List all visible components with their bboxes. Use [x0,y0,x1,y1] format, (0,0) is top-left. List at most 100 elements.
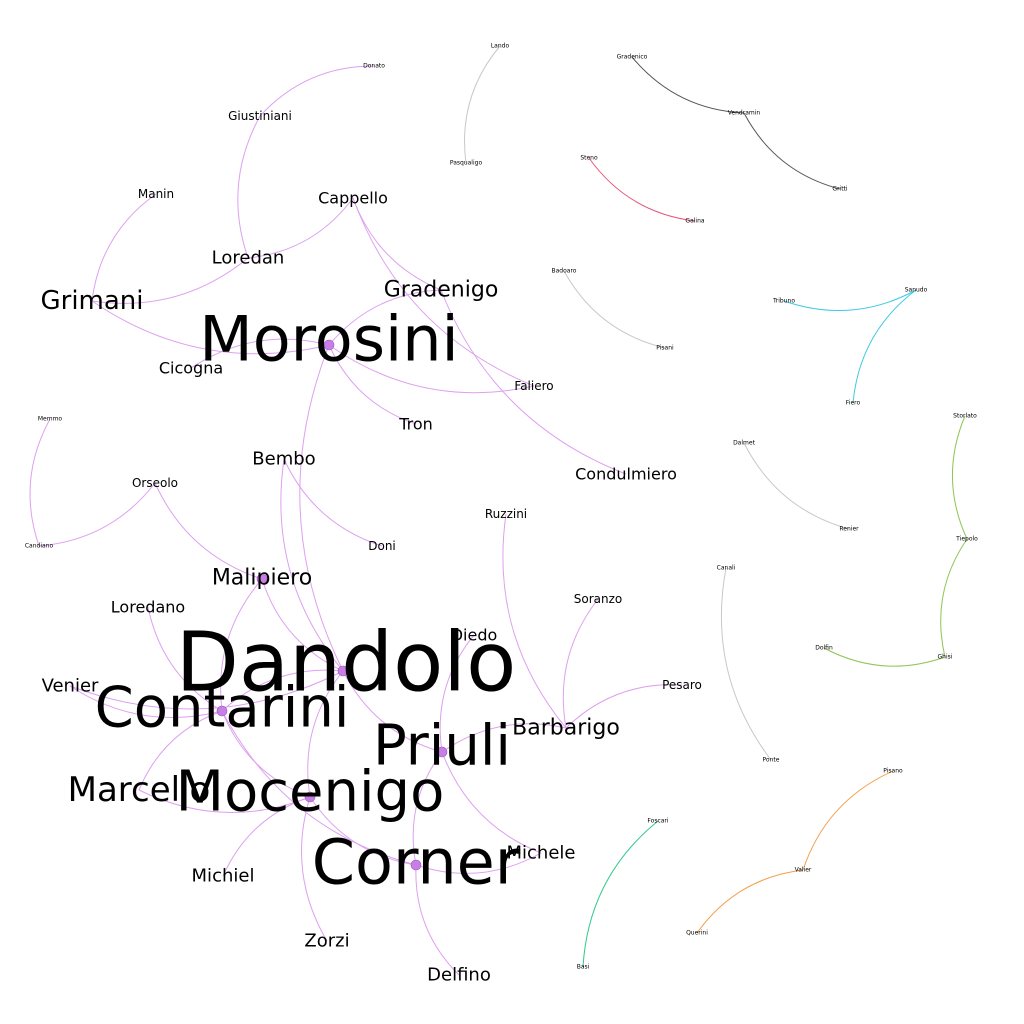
node-label-pasqualigo: Pasqualigo [450,160,483,167]
node-label-grimani: Grimani [40,286,143,316]
edge-morosini-cicogna [190,338,330,369]
edge-mocenigo-michiel [222,796,311,877]
edge-soranzo-barbarigo [562,598,599,729]
edge-malipiero-dandolo [261,578,344,672]
edge-bembo-dandolo [280,458,344,672]
edge-dandolo-mocenigo [307,670,344,798]
node-label-ghisi: Ghisi [938,654,953,661]
edge-diedo-priuli [439,634,475,753]
node-label-gritti: Gritti [832,186,847,193]
node-label-ruzzini: Ruzzini [485,507,527,521]
edge-morosini-dandolo [299,344,344,672]
node-label-condulmiero: Condulmiero [575,465,677,484]
edge-morosini-tron [328,344,417,425]
edge-manin-grimani [91,193,157,302]
edge-dandolo-contarini [221,669,344,712]
edge-donato-giustiniani [259,65,375,117]
edge-pesaro-barbarigo [565,684,683,729]
edge-bembo-doni [283,458,383,547]
node-label-querini: Querini [686,930,708,937]
node-label-loredano: Loredano [111,598,185,617]
edge-corner-delfino [415,864,460,976]
node-label-donato: Donato [363,63,385,70]
node-label-renier: Renier [839,526,859,533]
edge-marcello-mocenigo [138,789,311,813]
edge-venier-contarini [69,685,223,719]
node-label-layer: Lando Donato Gradenico Vendramin Giustiniani… [25,43,978,986]
node-label-delfino: Delfino [427,965,491,986]
node-label-tribuno: Tribuno [772,298,795,305]
edge-corner-michele [415,852,542,874]
node-label-doni: Doni [368,539,396,553]
node-label-priuli: Priuli [373,714,511,779]
edge-contarini-marcello [138,710,223,791]
node-label-michiel: Michiel [192,866,255,887]
node-label-valier: Valier [795,867,812,874]
node-label-pisano: Pisano [883,768,903,775]
edge-tiepolo-ghisi [940,538,968,658]
node-label-corner: Corner [312,826,521,899]
node-label-dolfin: Dolfin [815,645,833,652]
edge-grimani-loredan [91,257,249,304]
edge-gradenigo-condulmiero [440,289,627,475]
edge-valier-querini [696,869,804,934]
hub-marker-layer [216,339,448,871]
node-label-giustiniani: Giustiniani [228,109,292,123]
edge-grimani-morosini [91,300,330,355]
edge-lando-pasqualigo [464,45,501,164]
node-label-loredan: Loredan [212,248,285,269]
node-label-canali: Canali [717,565,736,572]
edge-vendramin-gritti [743,112,841,190]
node-label-bembo: Bembo [252,449,315,470]
node-label-zorzi: Zorzi [304,931,349,952]
node-label-badoaro: Badoaro [552,268,577,275]
edge-mocenigo-corner [309,796,417,866]
node-label-foscari: Foscari [647,818,668,825]
edge-barbarigo-priuli [441,723,567,753]
node-marker-contarini [216,705,228,717]
edge-priuli-michele [441,751,542,854]
node-label-pisani: Pisani [656,345,674,352]
node-marker-corner [410,859,422,871]
edge-layer [29,45,968,976]
node-label-michele: Michele [507,843,576,864]
node-label-faliero: Faliero [514,379,553,393]
node-label-mocenigo: Mocenigo [176,760,445,825]
node-marker-priuli [436,746,448,758]
edge-memmo-candiano [29,418,51,547]
edge-steno-galina [588,157,696,222]
node-label-sanudo: Sanudo [905,287,928,294]
edge-cappello-faliero [352,197,535,387]
edge-candiano-orseolo [38,482,156,547]
edge-gradenigo-morosini [328,289,442,346]
edge-malipiero-contarini [220,578,263,712]
edge-foscari-basi [582,820,659,968]
node-label-marcello: Marcello [68,770,211,810]
node-marker-malipiero [256,573,268,585]
node-label-memmo: Memmo [38,416,63,423]
node-label-malipiero: Malipiero [212,566,312,591]
node-label-lando: Lando [491,43,510,50]
node-label-dandolo: Dandolo [176,616,517,711]
node-label-storlato: Storlato [953,413,977,420]
edge-dalmet-renier [743,442,850,530]
edge-badoaro-pisani [563,270,666,349]
node-label-cicogna: Cicogna [159,359,223,378]
node-label-basi: Basi [577,964,590,971]
edge-canali-ponte [720,567,772,761]
node-label-pesaro: Pesaro [662,678,702,692]
edge-giustiniani-loredan [237,115,261,259]
edge-contarini-corner [221,710,417,866]
node-label-dalmet: Dalmet [733,440,756,447]
edge-loredan-cappello [247,197,354,259]
node-label-gradenico: Gradenico [617,54,648,61]
node-label-candiano: Candiano [25,543,54,550]
node-label-barbarigo: Barbarigo [512,716,620,741]
node-label-cappello: Cappello [318,189,388,208]
edge-loredano-contarini [147,606,223,712]
edge-venier-dandolo [69,670,344,710]
node-label-tron: Tron [398,415,433,434]
edge-dolfin-ghisi [823,647,946,667]
node-label-tiepolo: Tiepolo [955,536,978,543]
